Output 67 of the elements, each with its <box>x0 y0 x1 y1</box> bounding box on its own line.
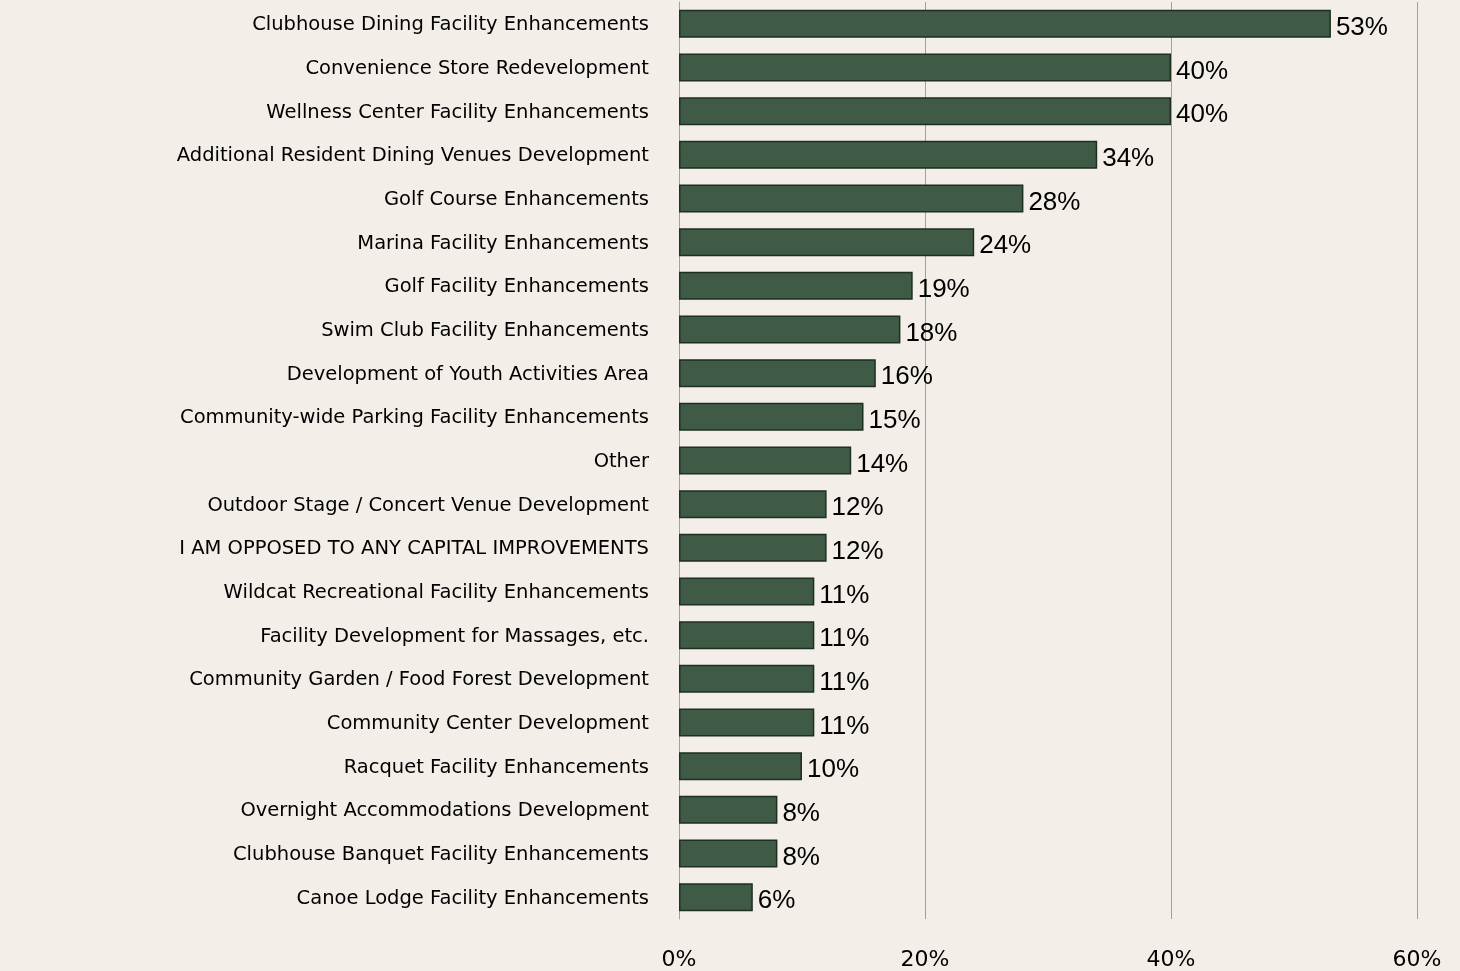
bar <box>679 839 778 868</box>
y-tick-label: Marina Facility Enhancements <box>357 230 649 254</box>
data-label: 12% <box>831 491 884 522</box>
data-label: 10% <box>807 753 860 784</box>
x-tick-label: 60% <box>1392 945 1442 971</box>
data-label: 14% <box>856 447 909 478</box>
data-label: 40% <box>1176 98 1229 129</box>
y-tick-label: Convenience Store Redevelopment <box>305 56 650 79</box>
bar <box>679 795 778 824</box>
y-tick-label: Swim Club Facility Enhancements <box>321 318 649 341</box>
x-tick-label: 20% <box>900 945 950 971</box>
bar <box>679 621 815 650</box>
bar <box>679 271 913 300</box>
y-tick-label: Facility Development for Massages, etc. <box>260 623 649 647</box>
data-label: 40% <box>1176 54 1229 85</box>
data-label: 11% <box>819 578 870 609</box>
x-tick-label: 40% <box>1146 945 1196 971</box>
y-tick-label: Outdoor Stage / Concert Venue Development <box>207 492 650 516</box>
bar <box>679 446 852 475</box>
y-tick-label: Overnight Accommodations Development <box>240 798 650 822</box>
y-tick-label: Clubhouse Banquet Facility Enhancements <box>233 842 649 865</box>
bar <box>679 97 1171 126</box>
data-label: 24% <box>979 229 1032 260</box>
bar <box>679 228 975 257</box>
y-tick-label: Canoe Lodge Facility Enhancements <box>296 885 649 909</box>
bar <box>679 883 753 912</box>
y-tick-label: Community Garden / Food Forest Development <box>189 667 650 691</box>
y-tick-label: Community Center Development <box>326 711 650 734</box>
data-label: 12% <box>831 534 884 565</box>
y-tick-label: Additional Resident Dining Venues Development <box>176 143 650 167</box>
data-label: 11% <box>819 709 870 740</box>
bar <box>679 752 802 781</box>
data-label: 11% <box>819 665 870 696</box>
bar <box>679 708 815 737</box>
y-tick-label: Golf Course Enhancements <box>383 187 649 210</box>
data-label: 8% <box>782 796 820 827</box>
bar <box>679 577 815 606</box>
data-label: 53% <box>1335 10 1388 41</box>
data-label: 34% <box>1102 141 1155 172</box>
y-tick-label: Racquet Facility Enhancements <box>343 754 649 778</box>
bar <box>679 140 1098 169</box>
bar <box>679 9 1331 38</box>
bar <box>679 533 827 562</box>
bar <box>679 402 864 431</box>
data-label: 15% <box>868 403 921 434</box>
data-label: 11% <box>819 622 870 653</box>
y-tick-label: Wellness Center Facility Enhancements <box>266 99 649 123</box>
bar <box>679 664 815 693</box>
data-label: 19% <box>917 272 970 303</box>
data-label: 18% <box>905 316 958 347</box>
y-tick-label: Other <box>593 449 650 472</box>
y-tick-label: I AM OPPOSED TO ANY CAPITAL IMPROVEMENTS <box>179 536 649 560</box>
bar <box>679 184 1024 213</box>
y-tick-label: Community-wide Parking Facility Enhancements <box>180 405 649 429</box>
bar <box>679 490 827 519</box>
y-tick-label: Development of Youth Activities Area <box>286 361 649 385</box>
bar <box>679 53 1171 82</box>
y-tick-label: Wildcat Recreational Facility Enhancements <box>223 580 649 603</box>
bar <box>679 315 901 344</box>
y-tick-label: Golf Facility Enhancements <box>384 274 649 298</box>
data-label: 6% <box>757 884 796 915</box>
data-label: 8% <box>782 840 820 871</box>
bar <box>679 359 876 388</box>
x-tick-label: 0% <box>661 945 697 971</box>
data-label: 28% <box>1028 185 1081 216</box>
y-tick-label: Clubhouse Dining Facility Enhancements <box>252 12 649 36</box>
data-label: 16% <box>880 360 933 391</box>
